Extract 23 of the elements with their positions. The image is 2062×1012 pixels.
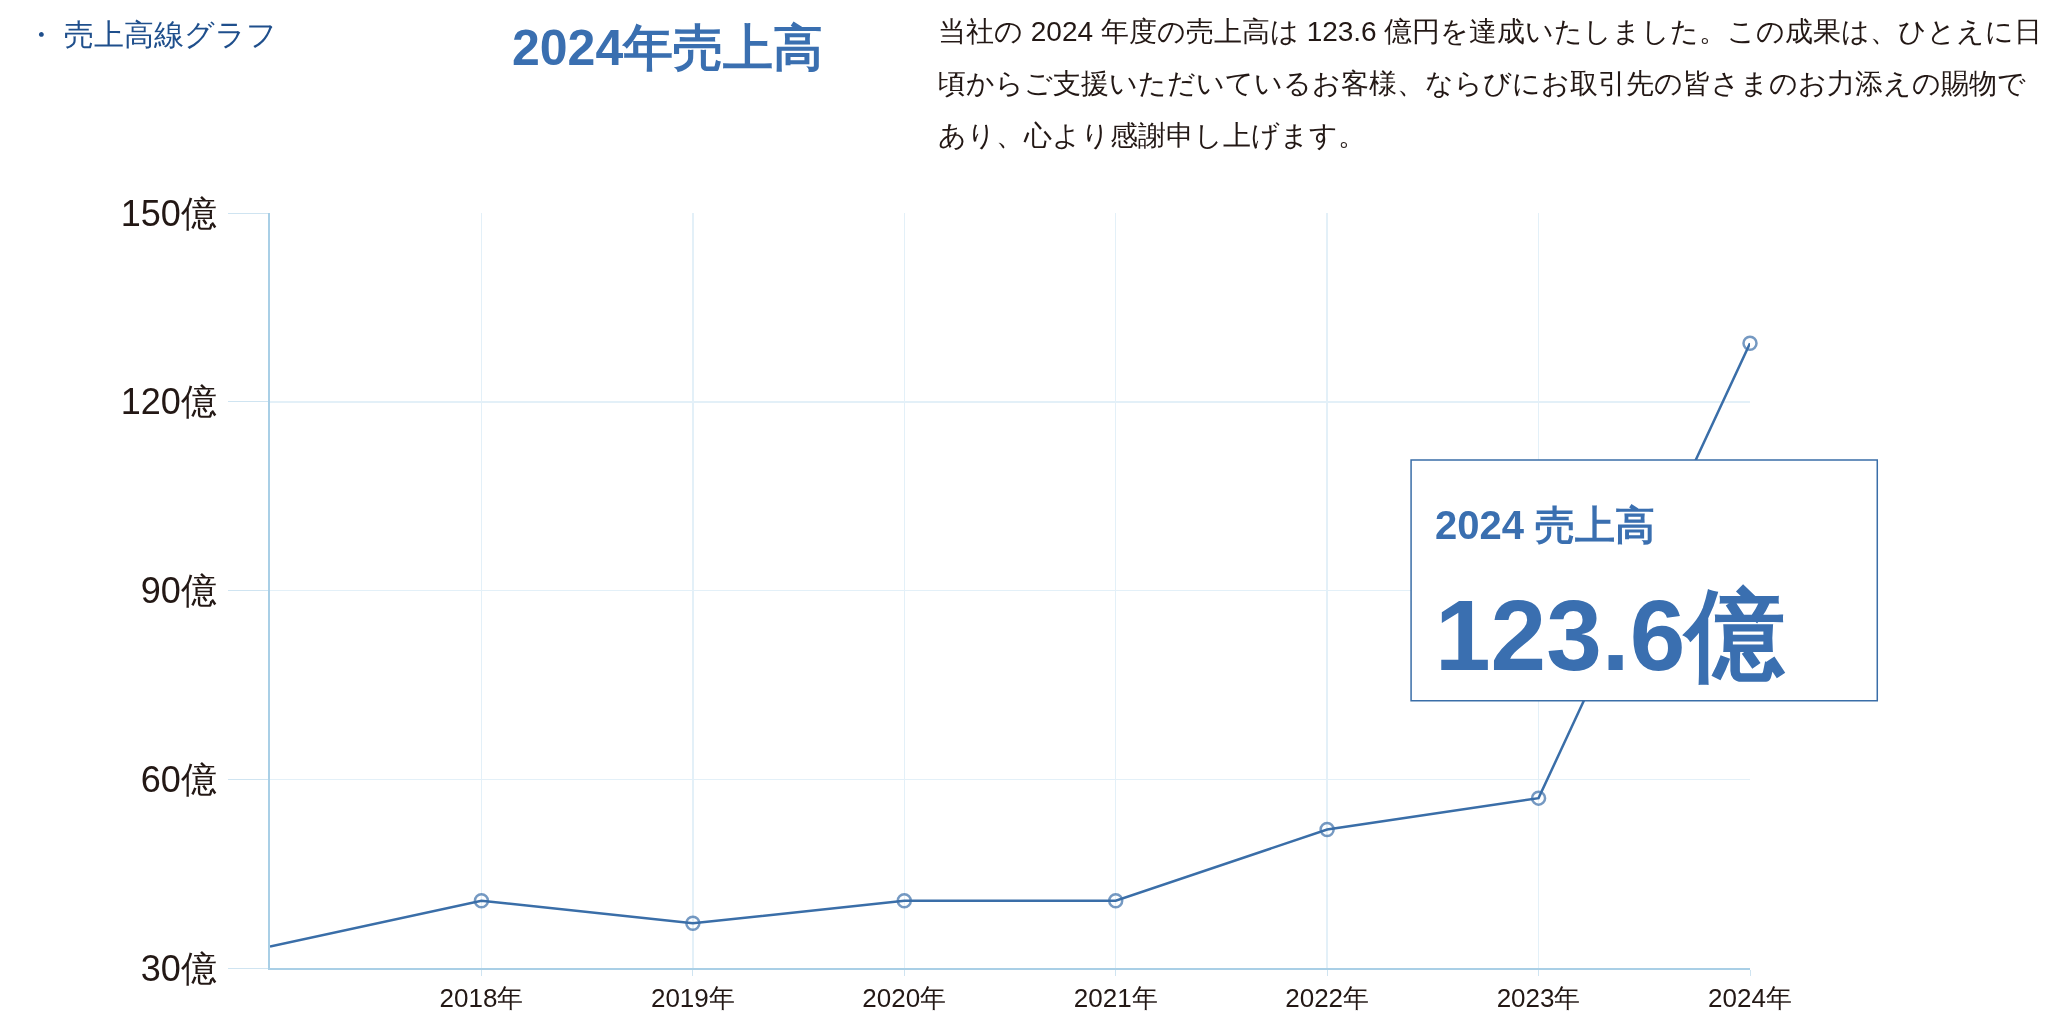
point xyxy=(685,915,701,932)
y-tick-label: 90億 xyxy=(140,570,217,612)
y-tick-label: 150億 xyxy=(120,192,217,234)
point xyxy=(1107,892,1124,909)
chart-title: ・ 売上高線グラフ xyxy=(26,18,278,51)
x-tick-label: 2019年 xyxy=(650,983,735,1012)
annotation: 2024 売上高 123.6億 xyxy=(1435,503,1787,691)
x-tick-label: 2018年 xyxy=(439,983,524,1012)
chart-subtitle: 2024年売上高 xyxy=(512,20,824,76)
point xyxy=(1530,790,1547,806)
x-tick-label: 2023年 xyxy=(1496,983,1581,1012)
point xyxy=(473,892,490,909)
point xyxy=(1742,335,1758,351)
y-tick-label: 60億 xyxy=(140,758,217,800)
text: 当社の 2024 年度の売上高は 123.6 億円を達成いたしました。この成果は、ひとえに日頃からご支援いただいているお客様、ならびにお取引先の皆さまのお力添えの賜物であり、心より感謝申し上げます。 xyxy=(938,15,2044,153)
x-tick-label: 2022年 xyxy=(1285,983,1370,1012)
y-tick-label: 120億 xyxy=(120,381,217,423)
point xyxy=(1319,821,1335,838)
y-tick-label: 30億 xyxy=(140,947,217,989)
x-tick-label: 2021年 xyxy=(1073,983,1158,1012)
x-tick-label: 2020年 xyxy=(862,983,947,1012)
point xyxy=(896,892,913,909)
x-tick-label: 2024年 xyxy=(1708,983,1792,1012)
